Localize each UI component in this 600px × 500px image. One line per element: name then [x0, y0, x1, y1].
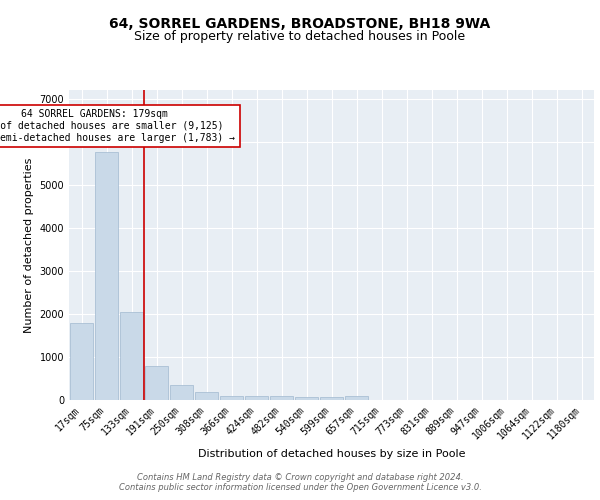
Bar [145, 366, 168, 400]
Text: Size of property relative to detached houses in Poole: Size of property relative to detached ho… [134, 30, 466, 43]
Bar [170, 386, 193, 400]
Bar [220, 396, 243, 400]
X-axis label: Distribution of detached houses by size in Poole: Distribution of detached houses by size … [198, 450, 465, 460]
Bar [195, 392, 218, 400]
Bar [95, 152, 118, 400]
Y-axis label: Number of detached properties: Number of detached properties [24, 158, 34, 332]
Bar [245, 396, 268, 400]
Text: Contains HM Land Registry data © Crown copyright and database right 2024.
Contai: Contains HM Land Registry data © Crown c… [119, 473, 481, 492]
Bar [295, 397, 318, 400]
Bar [270, 396, 293, 400]
Bar [345, 396, 368, 400]
Text: 64, SORREL GARDENS, BROADSTONE, BH18 9WA: 64, SORREL GARDENS, BROADSTONE, BH18 9WA [109, 18, 491, 32]
Bar [70, 324, 93, 400]
Text: 64 SORREL GARDENS: 179sqm
← 84% of detached houses are smaller (9,125)
16% of se: 64 SORREL GARDENS: 179sqm ← 84% of detac… [0, 110, 235, 142]
Bar [320, 397, 343, 400]
Bar [120, 312, 143, 400]
